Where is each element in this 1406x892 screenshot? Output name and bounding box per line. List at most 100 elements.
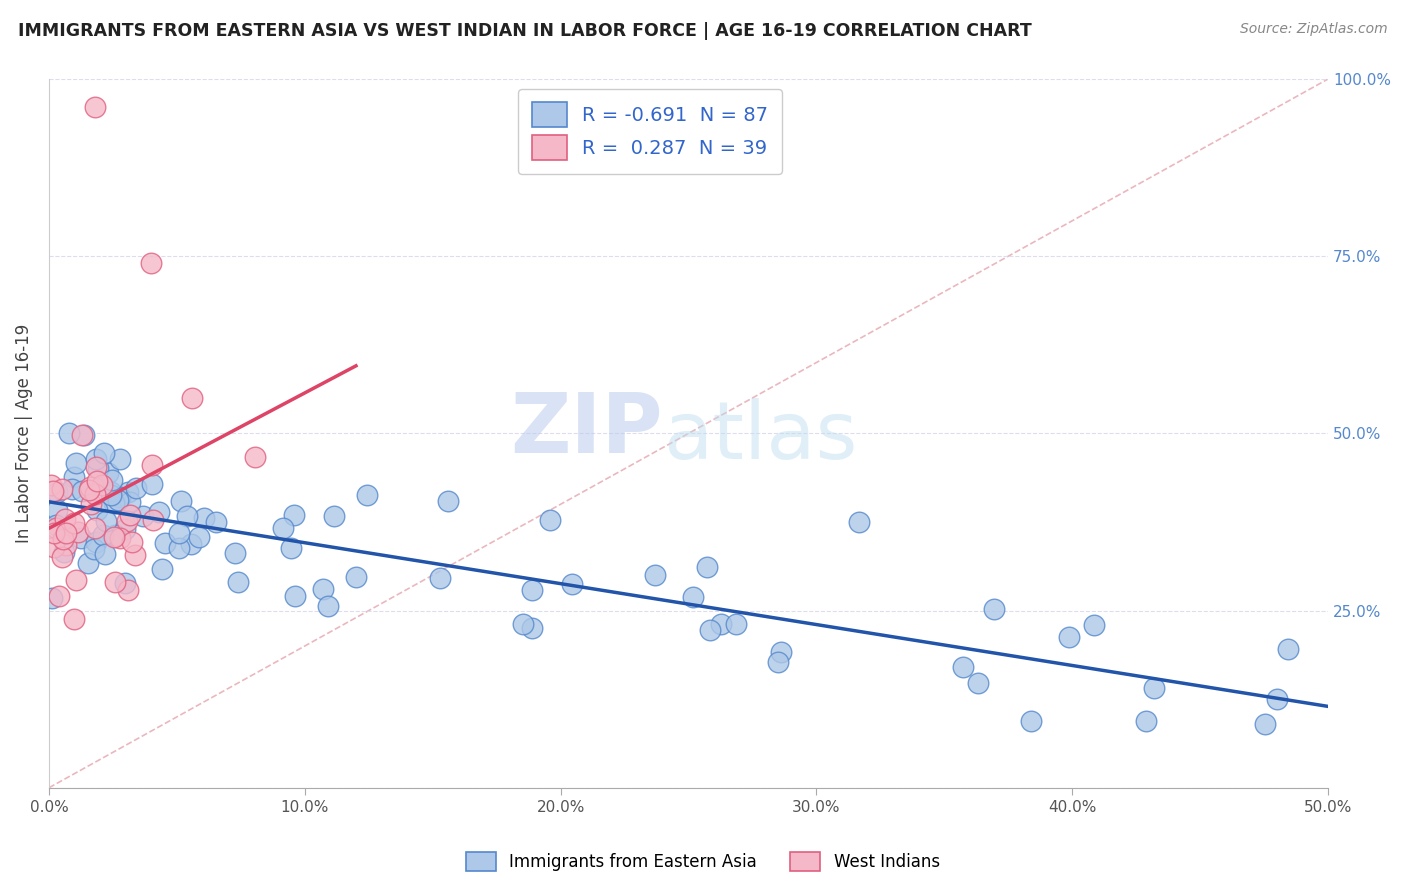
Point xyxy=(45,521,67,535)
Point xyxy=(39,478,62,492)
Point xyxy=(83,521,105,535)
Point xyxy=(283,508,305,522)
Point xyxy=(42,540,65,554)
Point xyxy=(108,532,131,546)
Point xyxy=(108,452,131,467)
Point xyxy=(84,451,107,466)
Legend: R = -0.691  N = 87, R =  0.287  N = 39: R = -0.691 N = 87, R = 0.287 N = 39 xyxy=(519,88,782,174)
Point xyxy=(1254,716,1277,731)
Point xyxy=(316,599,339,613)
Point xyxy=(952,660,974,674)
Point xyxy=(176,508,198,523)
Point xyxy=(150,562,173,576)
Point xyxy=(226,574,249,589)
Point xyxy=(52,533,75,547)
Point xyxy=(120,495,142,509)
Point xyxy=(344,570,367,584)
Point xyxy=(70,483,93,498)
Point xyxy=(104,527,127,541)
Point xyxy=(84,100,107,114)
Point xyxy=(356,488,378,502)
Point xyxy=(124,549,146,563)
Point xyxy=(115,515,138,529)
Point xyxy=(94,547,117,561)
Point xyxy=(429,571,451,585)
Point xyxy=(62,482,84,496)
Point xyxy=(94,514,117,528)
Point xyxy=(63,612,86,626)
Point xyxy=(148,505,170,519)
Point xyxy=(114,576,136,591)
Point xyxy=(58,425,80,440)
Point xyxy=(84,459,107,474)
Point xyxy=(155,536,177,550)
Point xyxy=(284,589,307,603)
Point xyxy=(62,470,84,484)
Point xyxy=(91,478,114,492)
Point xyxy=(86,474,108,488)
Point xyxy=(644,567,666,582)
Point xyxy=(271,521,294,535)
Point xyxy=(51,482,73,496)
Point xyxy=(436,494,458,508)
Point xyxy=(125,481,148,495)
Point xyxy=(522,583,544,598)
Point xyxy=(117,484,139,499)
Point xyxy=(45,518,67,533)
Point xyxy=(204,515,226,529)
Point xyxy=(710,616,733,631)
Point xyxy=(52,545,75,559)
Point xyxy=(117,582,139,597)
Point xyxy=(84,534,107,549)
Legend: Immigrants from Eastern Asia, West Indians: Immigrants from Eastern Asia, West India… xyxy=(458,843,948,880)
Point xyxy=(1142,681,1164,695)
Point xyxy=(848,515,870,529)
Point xyxy=(55,526,77,541)
Point xyxy=(538,513,561,527)
Point xyxy=(561,577,583,591)
Point xyxy=(48,589,70,603)
Point xyxy=(101,473,124,487)
Point xyxy=(87,461,110,475)
Point xyxy=(83,542,105,557)
Point xyxy=(100,488,122,502)
Point xyxy=(121,534,143,549)
Point xyxy=(725,616,748,631)
Point xyxy=(187,530,209,544)
Point xyxy=(167,526,190,541)
Point xyxy=(967,676,990,690)
Point xyxy=(699,623,721,637)
Text: ZIP: ZIP xyxy=(510,389,664,470)
Point xyxy=(93,446,115,460)
Point xyxy=(141,476,163,491)
Point xyxy=(51,549,73,564)
Point xyxy=(169,493,191,508)
Point xyxy=(280,541,302,556)
Point xyxy=(70,428,93,442)
Point xyxy=(97,466,120,480)
Point xyxy=(41,591,63,605)
Point xyxy=(104,575,127,590)
Point xyxy=(108,491,131,505)
Point xyxy=(114,522,136,536)
Point xyxy=(45,503,67,517)
Point xyxy=(522,621,544,635)
Point xyxy=(86,503,108,517)
Point xyxy=(63,516,86,530)
Point xyxy=(180,537,202,551)
Text: Source: ZipAtlas.com: Source: ZipAtlas.com xyxy=(1240,22,1388,37)
Point xyxy=(512,616,534,631)
Point xyxy=(1057,630,1080,644)
Point xyxy=(768,656,790,670)
Point xyxy=(53,511,76,525)
Text: IMMIGRANTS FROM EASTERN ASIA VS WEST INDIAN IN LABOR FORCE | AGE 16-19 CORRELATI: IMMIGRANTS FROM EASTERN ASIA VS WEST IND… xyxy=(18,22,1032,40)
Point xyxy=(132,509,155,524)
Point xyxy=(79,480,101,494)
Point xyxy=(141,256,163,270)
Point xyxy=(77,483,100,497)
Point xyxy=(769,645,792,659)
Point xyxy=(76,557,98,571)
Point xyxy=(70,531,93,545)
Point xyxy=(46,484,69,499)
Point xyxy=(243,450,266,464)
